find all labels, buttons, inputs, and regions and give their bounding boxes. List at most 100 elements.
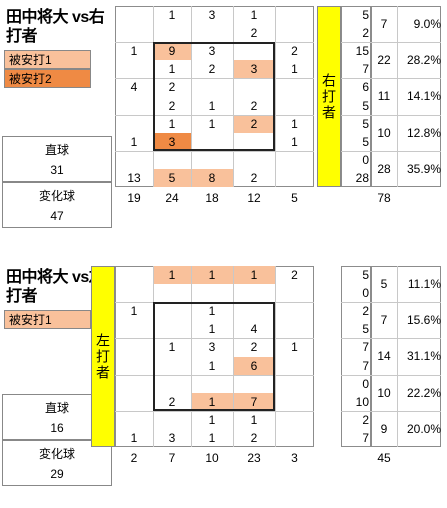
- cell-value: [275, 357, 314, 375]
- grid-line: [341, 302, 371, 304]
- cell-value: [115, 411, 153, 429]
- cell-value: [153, 284, 191, 302]
- grid-line: [191, 266, 192, 447]
- hit-cell: [153, 132, 191, 151]
- chart-title: 田中将大 vs左打者: [6, 269, 105, 305]
- cell-value: 1: [208, 322, 216, 337]
- breaking-count: 29: [50, 467, 64, 481]
- group-total-box: [371, 6, 441, 187]
- grid-line: [371, 410, 441, 412]
- grid-line: [371, 114, 441, 116]
- cell-value: 6: [250, 358, 258, 373]
- cell-value: 1: [291, 62, 298, 77]
- cell-value: [115, 6, 153, 24]
- row-total: 5: [362, 8, 369, 22]
- cell-value: [233, 42, 275, 60]
- cell-value: [191, 151, 233, 169]
- group-percent: 31.1%: [406, 349, 441, 364]
- row-total: 6: [362, 80, 369, 95]
- grid-line: [371, 42, 441, 44]
- cell-value: 3: [250, 62, 258, 77]
- grid-line: [341, 78, 371, 80]
- grid-line: [397, 266, 398, 447]
- cell-value: 1: [208, 304, 216, 319]
- group-percent: 22.2%: [406, 385, 441, 400]
- row-total: 7: [362, 430, 369, 445]
- cell-value: [191, 24, 233, 42]
- cell-value: [275, 429, 314, 447]
- cell-value: 1: [208, 268, 216, 282]
- column-total: 12: [247, 191, 261, 205]
- row-total: 5: [362, 268, 369, 282]
- cell-value: [153, 357, 191, 375]
- cell-value: 3: [208, 340, 216, 355]
- grid-line: [275, 266, 276, 447]
- grid-line: [233, 266, 234, 447]
- cell-value: [275, 320, 314, 338]
- hit-cell: [191, 266, 233, 285]
- group-total: 5: [380, 277, 388, 292]
- cell-value: 3: [168, 430, 176, 445]
- cell-value: 9: [168, 44, 176, 59]
- row-total: 5: [362, 134, 369, 149]
- cell-value: 2: [208, 62, 216, 77]
- batter-label: 右打者: [317, 6, 341, 187]
- cell-value: [153, 24, 191, 42]
- group-total: 7: [380, 17, 388, 32]
- column-total: 5: [291, 191, 298, 205]
- row-total: 7: [362, 358, 369, 373]
- column-total: 10: [205, 451, 219, 465]
- cell-value: [115, 151, 153, 169]
- cell-value: [115, 115, 153, 133]
- cell-value: [115, 284, 153, 302]
- cell-value: 1: [130, 304, 138, 319]
- cell-value: 2: [250, 116, 258, 131]
- cell-value: [275, 97, 314, 115]
- cell-value: 1: [208, 430, 216, 445]
- group-total: 10: [377, 125, 391, 140]
- grid-line: [341, 374, 371, 376]
- group-total: 11: [377, 89, 391, 104]
- cell-value: [233, 133, 275, 151]
- cell-value: [233, 78, 275, 96]
- cell-value: 1: [208, 116, 216, 131]
- breaking-label: 変化球: [38, 447, 75, 461]
- cell-value: 1: [250, 412, 258, 427]
- cell-value: [115, 357, 153, 375]
- column-total: 18: [205, 191, 219, 205]
- column-total: 7: [168, 451, 176, 465]
- group-percent: 28.2%: [406, 53, 441, 68]
- row-total: 2: [362, 304, 369, 319]
- cell-value: [153, 302, 191, 320]
- cell-value: 5: [168, 170, 176, 185]
- cell-value: 1: [130, 44, 138, 59]
- cell-value: 1: [168, 62, 176, 77]
- cell-value: 3: [168, 134, 176, 149]
- cell-value: [191, 78, 233, 96]
- cell-value: 1: [250, 8, 258, 22]
- cell-value: 4: [250, 322, 258, 337]
- group-percent: 14.1%: [406, 89, 441, 104]
- row-total: 15: [355, 44, 369, 59]
- cell-value: 2: [291, 44, 298, 59]
- cell-value: [233, 284, 275, 302]
- grid-line: [275, 6, 276, 187]
- grid-line: [371, 150, 441, 152]
- cell-value: [275, 302, 314, 320]
- row-total: 0: [362, 376, 369, 391]
- cell-value: 1: [208, 412, 216, 427]
- grid-line: [371, 78, 441, 80]
- group-total: 7: [380, 313, 388, 328]
- cell-value: [115, 338, 153, 356]
- group-total: 10: [377, 385, 391, 400]
- cell-value: 1: [130, 430, 138, 445]
- cell-value: 2: [250, 170, 258, 185]
- row-total: 2: [362, 26, 369, 41]
- cell-value: 13: [127, 170, 141, 185]
- cell-value: [191, 375, 233, 393]
- grid-line: [115, 78, 314, 80]
- breaking-label: 変化球: [38, 189, 75, 203]
- cell-value: [275, 169, 314, 187]
- grid-line: [341, 338, 371, 340]
- column-total: 24: [165, 191, 179, 205]
